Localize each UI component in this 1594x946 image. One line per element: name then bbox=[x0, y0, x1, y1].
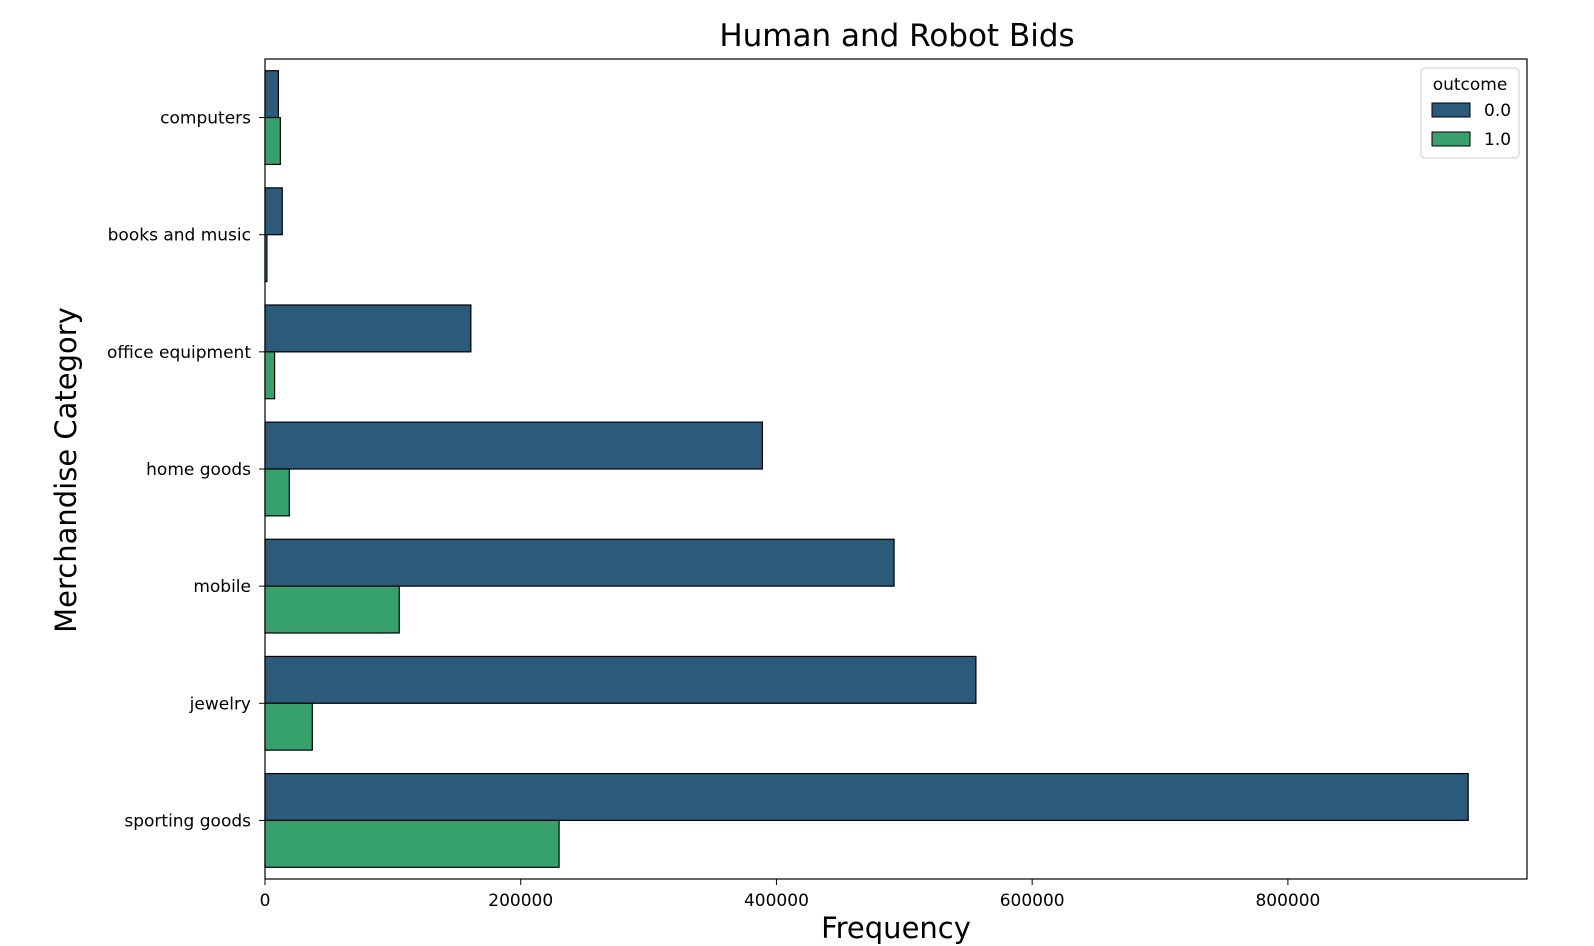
chart-title: Human and Robot Bids bbox=[719, 18, 1074, 54]
y-axis: computers books and music office equipment… bbox=[107, 109, 265, 831]
legend-label: 1.0 bbox=[1484, 130, 1511, 150]
bars-layer bbox=[264, 70, 1469, 868]
y-tick-label: computers bbox=[160, 109, 251, 129]
bar-mobile-outcome-0.0 bbox=[264, 538, 895, 587]
legend: outcome 0.01.0 bbox=[1420, 67, 1520, 159]
y-tick-label: jewelry bbox=[189, 694, 251, 714]
bar-office-equipment-outcome-1.0 bbox=[264, 351, 276, 400]
x-tick-label: 200000 bbox=[488, 891, 553, 911]
legend-swatch bbox=[1431, 102, 1471, 118]
bar-books-and-music-outcome-1.0 bbox=[264, 234, 268, 283]
x-tick-label: 800000 bbox=[1255, 891, 1320, 911]
legend-entries: 0.01.0 bbox=[1431, 101, 1511, 150]
bar-books-and-music-outcome-0.0 bbox=[264, 187, 283, 236]
bar-computers-outcome-0.0 bbox=[264, 70, 280, 119]
y-tick-label: mobile bbox=[193, 577, 251, 597]
bar-computers-outcome-1.0 bbox=[264, 116, 281, 166]
y-tick-label: home goods bbox=[146, 460, 251, 480]
bar-sporting-goods-outcome-1.0 bbox=[264, 819, 560, 868]
legend-swatch bbox=[1431, 131, 1471, 147]
bar-mobile-outcome-1.0 bbox=[264, 585, 400, 634]
bar-home-goods-outcome-0.0 bbox=[264, 421, 763, 470]
bar-office-equipment-outcome-0.0 bbox=[264, 304, 472, 353]
y-tick-label: books and music bbox=[108, 226, 251, 246]
y-axis-title: Merchandise Category bbox=[49, 307, 83, 633]
x-axis: 0 200000 400000 600000 800000 bbox=[260, 879, 1320, 911]
y-tick-label: sporting goods bbox=[124, 811, 251, 831]
legend-title: outcome bbox=[1433, 75, 1508, 95]
x-tick-label: 0 bbox=[260, 891, 271, 911]
legend-label: 0.0 bbox=[1484, 101, 1511, 121]
x-axis-title: Frequency bbox=[821, 911, 971, 945]
bar-home-goods-outcome-1.0 bbox=[264, 468, 290, 517]
x-tick-label: 400000 bbox=[744, 891, 809, 911]
bar-jewelry-outcome-0.0 bbox=[264, 655, 977, 704]
bar-jewelry-outcome-1.0 bbox=[264, 702, 313, 751]
y-tick-label: office equipment bbox=[107, 343, 251, 363]
bar-sporting-goods-outcome-0.0 bbox=[264, 772, 1469, 822]
x-tick-label: 600000 bbox=[1000, 891, 1065, 911]
